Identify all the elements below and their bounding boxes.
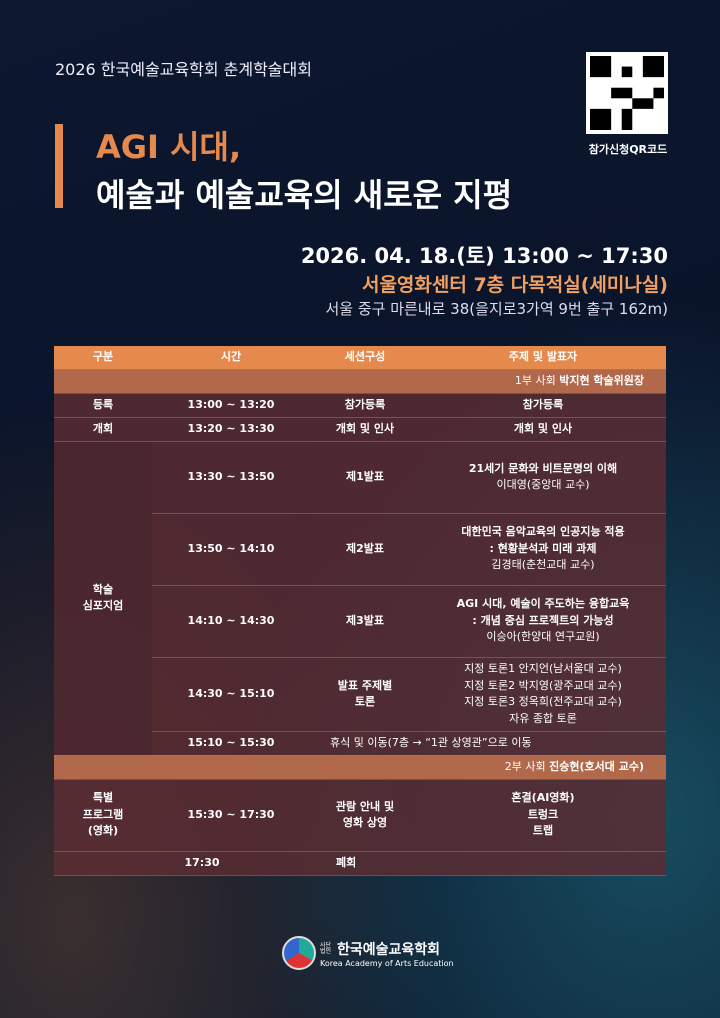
speaker: 이승아(한양대 연구교원) — [486, 630, 600, 644]
col-header: 주제 및 발표자 — [420, 346, 666, 370]
cell: 14:30 ~ 15:10 — [152, 657, 310, 732]
cell: 폐회 — [310, 851, 666, 876]
cell: 특별 프로그램 (영화) — [54, 779, 152, 852]
table-row: 개회 13:20 ~ 13:30 개회 및 인사 개회 및 인사 — [54, 417, 666, 442]
cell: 개회 및 인사 — [420, 417, 666, 442]
cell: 관람 안내 및 영화 상영 — [310, 779, 420, 852]
cell: 13:50 ~ 14:10 — [152, 513, 310, 586]
table-row: 17:30 폐회 — [54, 851, 666, 876]
table-row: 특별 프로그램 (영화) 15:30 ~ 17:30 관람 안내 및 영화 상영 혼결… — [54, 779, 666, 852]
cell: 참가등록 — [420, 393, 666, 418]
cell: 등록 — [54, 393, 152, 418]
part-label: 2부 사회 — [504, 759, 546, 773]
cell: 17:30 — [54, 851, 310, 876]
topic: AGI 시대, 예술이 주도하는 융합교육 : 개념 중심 프로젝트의 가능성 — [456, 597, 630, 627]
cell: 휴식 및 이동(7층 → “1관 상영관”으로 이동 — [310, 731, 666, 756]
cell: 13:00 ~ 13:20 — [152, 393, 310, 418]
qr-label: 참가신청QR코드 — [588, 143, 668, 156]
speaker: 이대영(중앙대 교수) — [496, 478, 590, 491]
table-row: 14:30 ~ 15:10 발표 주제별 토론 지정 토론1 안지언(남서울대 교수… — [54, 657, 666, 732]
cell: 15:10 ~ 15:30 — [152, 731, 310, 756]
schedule-table: 구분 시간 세션구성 주제 및 발표자 1부 사회 박지현 학술위원장 등록 13… — [54, 346, 666, 876]
speaker: 김경태(춘천교대 교수) — [491, 558, 595, 572]
table-row: 등록 13:00 ~ 13:20 참가등록 참가등록 — [54, 393, 666, 418]
cell: 14:10 ~ 14:30 — [152, 585, 310, 658]
cell: 제2발표 — [310, 513, 420, 586]
org-name-en: Korea Academy of Arts Education — [320, 958, 454, 968]
cell: 참가등록 — [310, 393, 420, 418]
cell: 제3발표 — [310, 585, 420, 658]
title-line-1: AGI 시대, — [96, 128, 242, 166]
title-line-2: 예술과 예술교육의 새로운 지평 — [96, 176, 513, 214]
org-name: 한국예술교육학회 — [337, 941, 441, 958]
org-logo: 사단법인 한국예술교육학회 Korea Academy of Arts Educa… — [282, 936, 454, 970]
col-header: 시간 — [152, 346, 310, 370]
org-prefix: 사단법인 — [320, 941, 332, 955]
part-label: 1부 사회 — [514, 373, 556, 387]
table-row: 15:10 ~ 15:30 휴식 및 이동(7층 → “1관 상영관”으로 이동 — [54, 731, 666, 756]
table-header: 구분 시간 세션구성 주제 및 발표자 — [54, 346, 666, 370]
part1-host-row: 1부 사회 박지현 학술위원장 — [54, 369, 666, 394]
conference-subtitle: 2026 한국예술교육학회 춘계학술대회 — [55, 60, 312, 79]
cell: 개회 — [54, 417, 152, 442]
cell: 13:20 ~ 13:30 — [152, 417, 310, 442]
event-venue: 서울영화센터 7층 다목적실(세미나실) — [361, 274, 668, 296]
table-row: 학술 심포지엄 13:30 ~ 13:50 제1발표 21세기 문화와 비트문명의 이… — [54, 441, 666, 756]
cell: 학술 심포지엄 — [54, 441, 152, 756]
cell: 개회 및 인사 — [310, 417, 420, 442]
cell: 지정 토론1 안지언(남서울대 교수) 지정 토론2 박지영(광주교대 교수) … — [420, 657, 666, 732]
part2-host-row: 2부 사회 진승현(호서대 교수) — [54, 755, 666, 780]
org-emblem-icon — [282, 936, 316, 970]
col-header: 구분 — [54, 346, 152, 370]
host-name: 박지현 학술위원장 — [559, 373, 644, 387]
cell: 15:30 ~ 17:30 — [152, 779, 310, 852]
event-address: 서울 중구 마른내로 38(을지로3가역 9번 출구 162m) — [325, 300, 668, 318]
cell: 13:30 ~ 13:50 — [152, 441, 310, 514]
table-row: 14:10 ~ 14:30 제3발표 AGI 시대, 예술이 주도하는 융합교육 :… — [54, 585, 666, 658]
col-header: 세션구성 — [310, 346, 420, 370]
accent-bar — [55, 124, 63, 208]
topic: 대한민국 음악교육의 인공지능 적용 : 현황분석과 미래 과제 — [461, 525, 625, 555]
qr-code[interactable] — [586, 52, 668, 134]
cell: 혼결(AI영화) 트렁크 트랩 — [420, 779, 666, 852]
event-datetime: 2026. 04. 18.(토) 13:00 ~ 17:30 — [300, 244, 668, 268]
cell: 발표 주제별 토론 — [310, 657, 420, 732]
cell: 제1발표 — [310, 441, 420, 514]
host-name: 진승현(호서대 교수) — [549, 759, 644, 773]
topic: 21세기 문화와 비트문명의 이해 — [468, 461, 618, 475]
table-row: 13:50 ~ 14:10 제2발표 대한민국 음악교육의 인공지능 적용 : 현황… — [54, 513, 666, 586]
